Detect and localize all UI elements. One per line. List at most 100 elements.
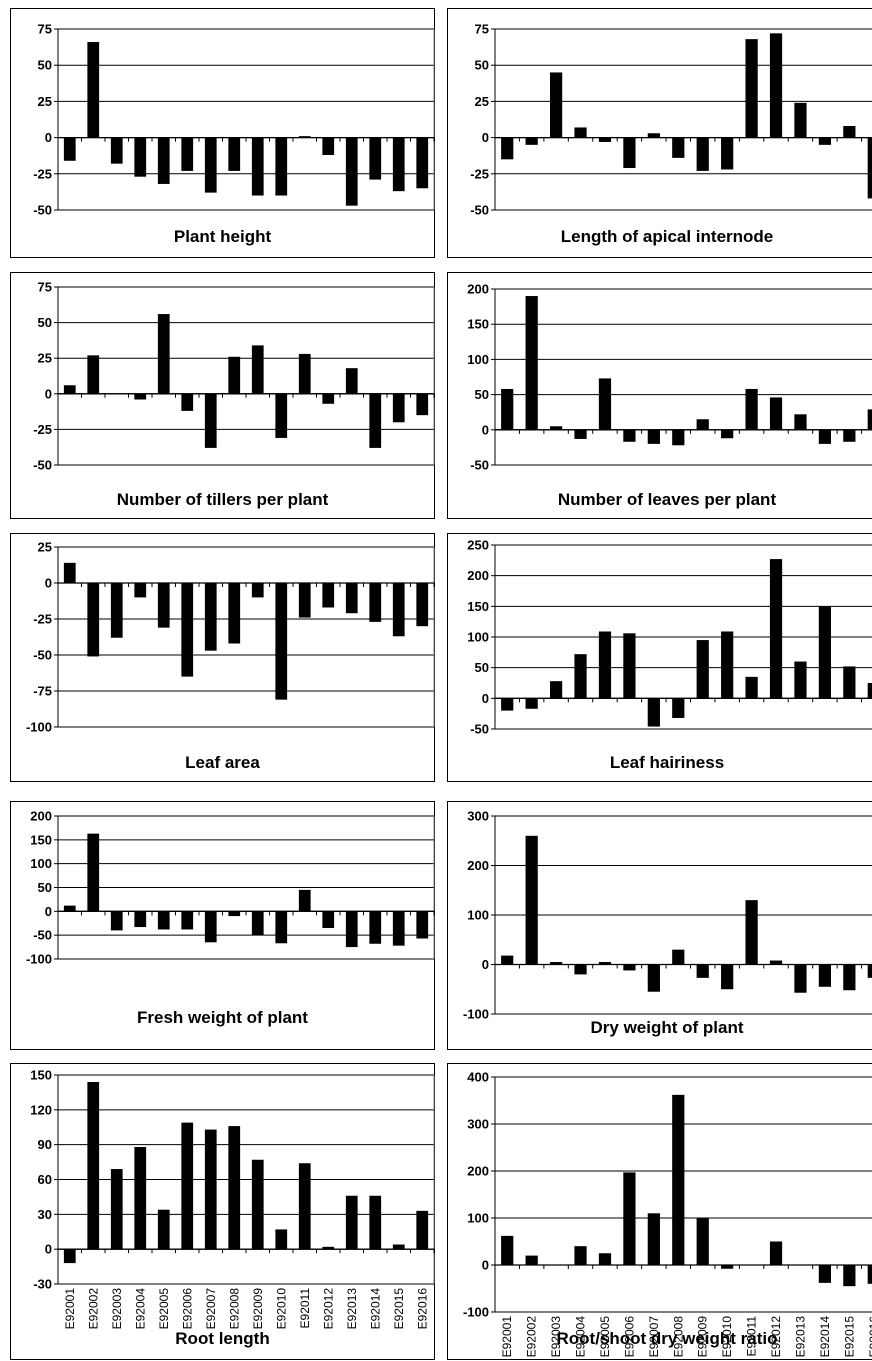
- bar: [697, 965, 709, 978]
- bar: [205, 138, 217, 193]
- y-tick-label: 200: [467, 858, 489, 873]
- bar: [134, 583, 146, 597]
- x-tick-label: E92001: [63, 1288, 77, 1330]
- bar: [275, 1229, 287, 1249]
- bar: [252, 345, 264, 393]
- x-tick-label: E92010: [274, 1288, 288, 1330]
- bar: [770, 397, 782, 429]
- y-tick-label: 0: [45, 386, 52, 401]
- bar: [275, 911, 287, 943]
- bar: [843, 126, 855, 138]
- y-tick-label: 400: [467, 1070, 489, 1085]
- bar: [672, 1095, 684, 1265]
- bar: [599, 378, 611, 429]
- bar: [770, 33, 782, 137]
- bar: [672, 430, 684, 445]
- y-tick-label: 100: [467, 352, 489, 367]
- bar: [745, 389, 757, 430]
- bar: [346, 911, 358, 947]
- bar: [111, 583, 123, 638]
- bar: [87, 583, 99, 656]
- bar: [228, 357, 240, 394]
- x-tick-label: E92003: [110, 1288, 124, 1330]
- bar: [181, 1123, 193, 1250]
- y-tick-label: 200: [30, 809, 52, 824]
- x-tick-label: E92014: [368, 1288, 382, 1330]
- bar: [134, 1147, 146, 1249]
- y-tick-label: -30: [33, 1277, 52, 1292]
- y-tick-label: 60: [38, 1172, 52, 1187]
- y-tick-label: 50: [38, 315, 52, 330]
- y-tick-label: -50: [470, 203, 489, 218]
- bar: [526, 296, 538, 430]
- y-tick-label: -50: [470, 722, 489, 737]
- bar: [181, 583, 193, 677]
- bar: [697, 640, 709, 698]
- y-tick-label: -25: [33, 422, 52, 437]
- bar: [672, 138, 684, 158]
- bar: [369, 1196, 381, 1249]
- chart-title: Root/shoot dry weight ratio: [448, 1329, 872, 1349]
- y-tick-label: -25: [33, 166, 52, 181]
- y-tick-label: -50: [33, 203, 52, 218]
- bar: [111, 138, 123, 164]
- bar: [501, 956, 513, 965]
- bar: [228, 138, 240, 171]
- bar: [550, 681, 562, 698]
- x-tick-label: E92009: [251, 1288, 265, 1330]
- bar: [672, 950, 684, 965]
- bar: [721, 138, 733, 170]
- bar: [623, 430, 635, 442]
- bar: [868, 409, 872, 429]
- bar: [346, 368, 358, 394]
- bar: [205, 394, 217, 448]
- y-tick-label: 25: [475, 94, 489, 109]
- bar: [252, 911, 264, 935]
- bar: [819, 1265, 831, 1283]
- y-tick-label: 50: [475, 387, 489, 402]
- bar: [648, 698, 660, 726]
- y-tick-label: 150: [30, 832, 52, 847]
- bar: [672, 698, 684, 718]
- y-tick-label: 300: [467, 1117, 489, 1132]
- bar: [794, 965, 806, 993]
- bar: [64, 1249, 76, 1263]
- bar: [87, 355, 99, 393]
- y-tick-label: 0: [482, 130, 489, 145]
- bar: [393, 1245, 405, 1250]
- bar: [648, 1213, 660, 1265]
- x-tick-label: E92015: [392, 1288, 406, 1330]
- bar: [819, 965, 831, 987]
- bar-chart: 250-25-50-75-100: [11, 534, 436, 783]
- y-tick-label: 120: [30, 1102, 52, 1117]
- bar: [501, 138, 513, 160]
- bar: [346, 138, 358, 206]
- bar: [228, 583, 240, 643]
- bar: [205, 1130, 217, 1250]
- bar: [843, 430, 855, 442]
- bar: [64, 563, 76, 583]
- y-tick-label: -50: [33, 928, 52, 943]
- bar: [252, 138, 264, 196]
- bar: [843, 666, 855, 698]
- bar: [697, 1218, 709, 1265]
- bar: [501, 389, 513, 430]
- bar: [228, 1126, 240, 1249]
- bar: [526, 698, 538, 708]
- y-tick-label: -50: [33, 458, 52, 473]
- y-tick-label: 300: [467, 809, 489, 824]
- bar: [843, 1265, 855, 1286]
- bar: [819, 606, 831, 698]
- bar: [134, 138, 146, 177]
- y-tick-label: 150: [467, 317, 489, 332]
- bar: [205, 911, 217, 942]
- y-tick-label: 25: [38, 351, 52, 366]
- bar: [526, 1256, 538, 1265]
- y-tick-label: -100: [26, 952, 52, 967]
- bar: [111, 1169, 123, 1249]
